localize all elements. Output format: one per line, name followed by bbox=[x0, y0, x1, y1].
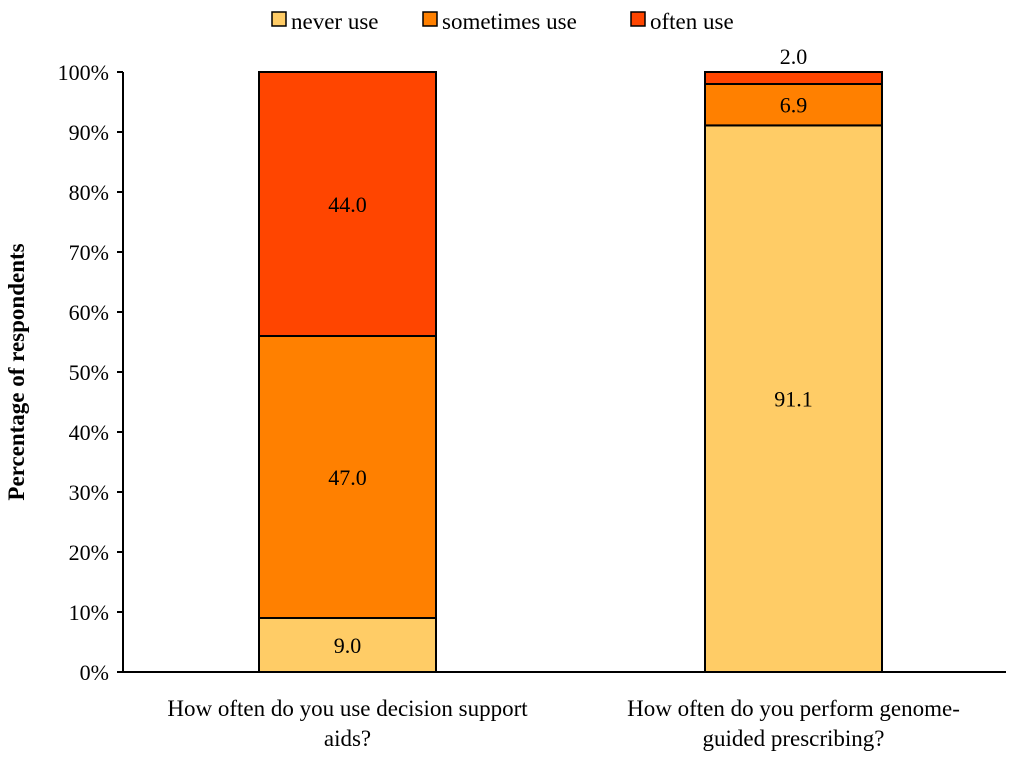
bars: 9.0 47.0 44.0 91.1 6.9 2.0 bbox=[258, 44, 883, 673]
legend: never use sometimes use often use bbox=[271, 9, 734, 34]
y-tick-label: 50% bbox=[69, 360, 109, 385]
y-tick-label: 40% bbox=[69, 420, 109, 445]
y-tick-label: 80% bbox=[69, 180, 109, 205]
x-axis: How often do you use decision support aid… bbox=[123, 671, 1006, 751]
bar-segment-often-use bbox=[258, 71, 437, 337]
y-tick-label: 60% bbox=[69, 300, 109, 325]
y-tick-label: 30% bbox=[69, 480, 109, 505]
bar-segment-sometimes-use bbox=[258, 335, 437, 619]
legend-label: never use bbox=[291, 9, 379, 34]
y-tick-label: 90% bbox=[69, 120, 109, 145]
bar-segment-sometimes-use bbox=[704, 83, 883, 127]
legend-swatch-often-use bbox=[630, 11, 646, 27]
legend-swatch-sometimes-use bbox=[422, 11, 438, 27]
y-tick-label: 70% bbox=[69, 240, 109, 265]
data-label: 2.0 bbox=[780, 44, 808, 69]
data-label: 9.0 bbox=[334, 633, 362, 658]
data-label: 6.9 bbox=[780, 93, 808, 118]
bar-segment-often-use bbox=[704, 71, 883, 85]
y-tick-label: 0% bbox=[80, 660, 109, 685]
y-tick-label: 20% bbox=[69, 540, 109, 565]
legend-label: sometimes use bbox=[442, 9, 577, 34]
legend-label: often use bbox=[650, 9, 734, 34]
data-label: 44.0 bbox=[328, 192, 367, 217]
y-tick-label: 100% bbox=[58, 60, 109, 85]
y-axis: 0% 10% 20% 30% 40% 50% 60% 70% 80% 90% 100% bbox=[58, 60, 124, 685]
y-axis-title: Percentage of respondents bbox=[4, 243, 29, 500]
bar-segment-never-use bbox=[258, 617, 437, 673]
y-tick-label: 10% bbox=[69, 600, 109, 625]
x-category-label: How often do you use decision support aid… bbox=[167, 696, 528, 751]
data-label: 47.0 bbox=[328, 465, 367, 490]
legend-swatch-never-use bbox=[271, 11, 287, 27]
data-label: 91.1 bbox=[774, 387, 813, 412]
x-category-label: How often do you perform genome-guided p… bbox=[627, 696, 960, 751]
